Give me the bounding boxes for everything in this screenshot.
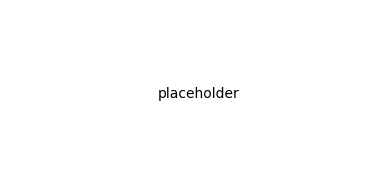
Text: placeholder: placeholder — [158, 88, 239, 101]
